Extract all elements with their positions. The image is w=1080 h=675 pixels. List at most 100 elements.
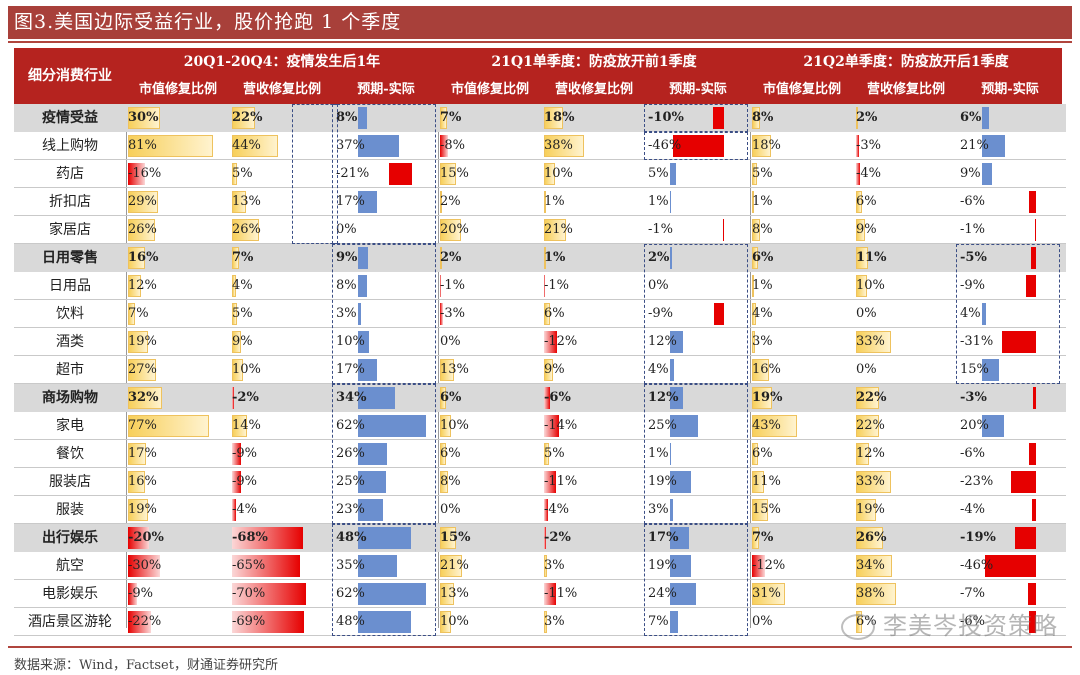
- value-label: -30%: [128, 558, 162, 573]
- value-bar: [856, 191, 863, 213]
- value-label: 13%: [440, 586, 469, 601]
- value-label: 62%: [336, 418, 365, 433]
- metric-header: 市值修复比例: [138, 82, 217, 97]
- value-label: -1%: [960, 222, 986, 237]
- value-bar: [752, 415, 798, 437]
- value-label: 0%: [856, 306, 877, 321]
- value-label: 5%: [544, 446, 565, 461]
- value-bar: [856, 415, 880, 437]
- row-line: [14, 635, 1066, 636]
- figure-title: 图3.美国边际受益行业，股价抢跑 1 个季度: [8, 6, 1072, 39]
- value-label: 11%: [752, 474, 781, 489]
- value-label: -6%: [960, 194, 986, 209]
- value-bar: [856, 107, 859, 129]
- value-label: 17%: [336, 362, 365, 377]
- value-bar: [544, 555, 548, 577]
- value-bar: [670, 415, 698, 437]
- value-bar: [232, 135, 279, 157]
- value-bar: [232, 527, 304, 549]
- source-note: 数据来源：Wind，Factset，财通证券研究所: [14, 658, 278, 673]
- value-label: 9%: [544, 362, 565, 377]
- value-label: 33%: [856, 474, 885, 489]
- value-bar: [856, 583, 896, 605]
- metric-header: 预期-实际: [981, 82, 1039, 97]
- value-bar: [358, 275, 367, 297]
- row-line: [14, 439, 1066, 440]
- value-bar: [440, 387, 447, 409]
- value-bar: [752, 303, 757, 325]
- value-bar: [982, 135, 1006, 157]
- value-label: 9%: [336, 250, 358, 265]
- value-bar: [985, 555, 1036, 577]
- row-line: [14, 299, 1066, 300]
- row-line: [14, 607, 1066, 608]
- value-label: 48%: [336, 530, 367, 545]
- value-label: 10%: [440, 614, 469, 629]
- value-label: 4%: [232, 278, 253, 293]
- value-bar: [752, 471, 764, 493]
- value-bar: [440, 471, 449, 493]
- value-bar: [544, 303, 551, 325]
- industry-name: 餐饮: [56, 446, 84, 462]
- value-bar: [128, 359, 157, 381]
- value-bar: [544, 163, 555, 185]
- value-bar: [544, 247, 546, 269]
- value-bar: [232, 471, 242, 493]
- value-bar: [752, 331, 756, 353]
- value-label: 7%: [232, 250, 254, 265]
- industry-name: 航空: [56, 558, 84, 574]
- value-label: 19%: [752, 390, 783, 405]
- value-bar: [670, 163, 676, 185]
- value-bar: [752, 583, 785, 605]
- value-bar: [982, 415, 1004, 437]
- value-label: 19%: [128, 334, 157, 349]
- value-label: 22%: [232, 110, 263, 125]
- value-bar: [232, 331, 242, 353]
- value-bar: [358, 611, 411, 633]
- industry-name: 电影娱乐: [42, 586, 98, 602]
- value-label: 13%: [232, 194, 261, 209]
- group-row-bg: [14, 384, 1066, 412]
- value-bar: [752, 275, 754, 297]
- value-bar: [232, 359, 243, 381]
- value-bar: [752, 219, 761, 241]
- value-label: 10%: [544, 166, 573, 181]
- value-label: 38%: [544, 138, 573, 153]
- value-bar: [856, 499, 876, 521]
- value-label: 1%: [752, 278, 773, 293]
- row-line: [14, 383, 1066, 384]
- value-bar: [856, 527, 884, 549]
- value-label: 17%: [128, 446, 157, 461]
- value-label: 24%: [648, 586, 677, 601]
- value-bar: [358, 583, 427, 605]
- value-bar: [544, 219, 567, 241]
- value-bar: [440, 135, 449, 157]
- value-bar: [128, 247, 145, 269]
- value-bar: [1001, 331, 1036, 353]
- value-label: -8%: [440, 138, 466, 153]
- value-label: -9%: [960, 278, 986, 293]
- industry-name: 酒类: [56, 334, 84, 350]
- value-bar: [232, 583, 306, 605]
- value-label: -1%: [648, 222, 674, 237]
- value-label: 19%: [856, 502, 885, 517]
- value-bar: [358, 191, 377, 213]
- value-bar: [856, 443, 869, 465]
- value-bar: [440, 527, 456, 549]
- value-bar: [358, 107, 367, 129]
- value-label: -12%: [752, 558, 786, 573]
- value-bar: [358, 555, 397, 577]
- value-label: -21%: [336, 166, 370, 181]
- value-label: 0%: [440, 334, 461, 349]
- value-bar: [856, 471, 891, 493]
- value-label: -4%: [544, 502, 570, 517]
- value-bar: [982, 303, 987, 325]
- value-bar: [358, 387, 396, 409]
- value-label: -3%: [960, 390, 987, 405]
- value-bar: [440, 443, 447, 465]
- value-bar: [670, 583, 697, 605]
- metric-header-bg: [750, 76, 1062, 104]
- value-bar: [128, 443, 146, 465]
- metric-header-bg: [438, 76, 750, 104]
- value-label: 22%: [856, 390, 887, 405]
